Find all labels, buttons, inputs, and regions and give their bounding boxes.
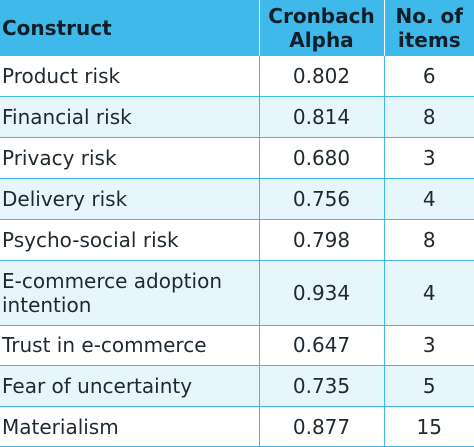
construct-cell: Trust in e-commerce [0,325,260,367]
construct-line2: intention [2,292,92,317]
table-header: Construct Cronbach Alpha No. of items [0,0,474,56]
alpha-cell: 0.877 [259,406,385,447]
header-cronbach-alpha: Cronbach Alpha [259,0,385,56]
construct-cell: Privacy risk [0,137,260,179]
items-cell: 3 [384,325,474,367]
table-row: Psycho-social risk 0.798 8 [0,219,474,261]
header-items-line1: No. of [395,4,463,28]
header-alpha-line2: Alpha [289,28,354,52]
table-row: Trust in e-commerce 0.647 3 [0,325,474,367]
header-no-of-items: No. of items [384,0,474,56]
table-row: Privacy risk 0.680 3 [0,137,474,179]
table-row: E-commerce adoption intention 0.934 4 [0,260,474,326]
header-alpha-line1: Cronbach [268,4,375,28]
alpha-cell: 0.934 [259,260,385,326]
construct-cell: E-commerce adoption intention [0,260,260,326]
alpha-cell: 0.647 [259,325,385,367]
items-cell: 8 [384,219,474,261]
items-cell: 15 [384,406,474,447]
items-cell: 5 [384,365,474,408]
items-cell: 4 [384,178,474,220]
table-row: Product risk 0.802 6 [0,56,474,98]
construct-cell: Materialism [0,406,260,447]
alpha-cell: 0.756 [259,178,385,220]
alpha-cell: 0.680 [259,137,385,179]
alpha-cell: 0.814 [259,96,385,139]
construct-line1: E-commerce adoption [2,268,222,293]
alpha-cell: 0.802 [259,56,385,98]
table-body: Product risk 0.802 6 Financial risk 0.81… [0,56,474,447]
table-row: Fear of uncertainty 0.735 5 [0,365,474,408]
header-row: Construct Cronbach Alpha No. of items [0,0,474,56]
header-items-line2: items [397,28,461,52]
construct-cell: Psycho-social risk [0,219,260,261]
construct-cell: Financial risk [0,96,260,139]
items-cell: 3 [384,137,474,179]
items-cell: 6 [384,56,474,98]
header-construct: Construct [0,0,260,56]
header-construct-label: Construct [2,16,112,40]
table-row: Financial risk 0.814 8 [0,96,474,139]
construct-cell: Product risk [0,56,260,98]
items-cell: 8 [384,96,474,139]
table-row: Materialism 0.877 15 [0,406,474,447]
construct-cell: Fear of uncertainty [0,365,260,408]
alpha-cell: 0.798 [259,219,385,261]
table-row: Delivery risk 0.756 4 [0,178,474,220]
items-cell: 4 [384,260,474,326]
alpha-cell: 0.735 [259,365,385,408]
construct-cell: Delivery risk [0,178,260,220]
